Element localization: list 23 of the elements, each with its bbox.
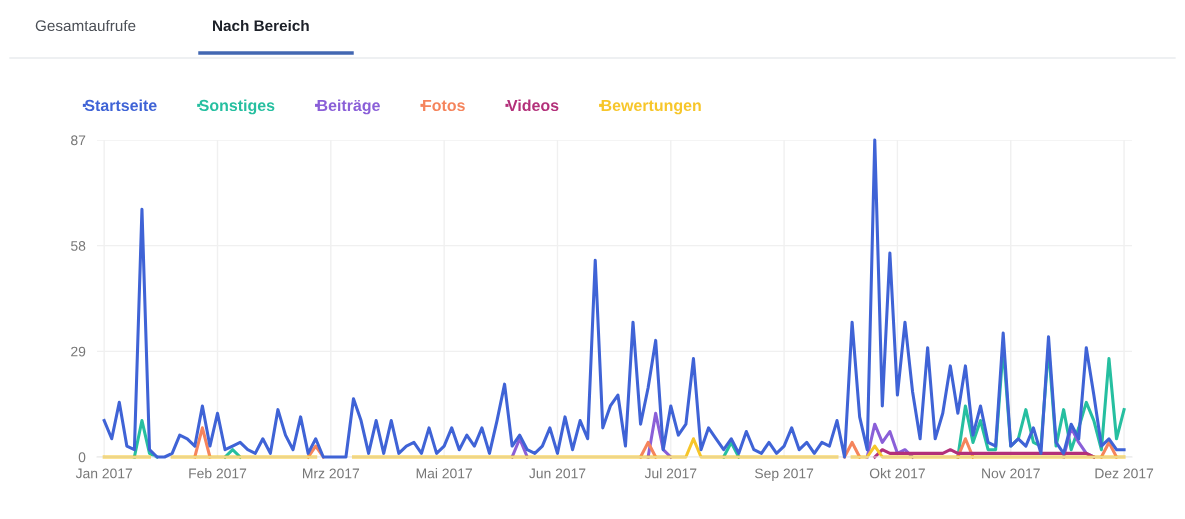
- x-tick-label: Sep 2017: [755, 468, 814, 482]
- y-tick-label: 29: [71, 346, 86, 357]
- legend-label: Beiträge: [317, 99, 380, 115]
- x-tick-label: Feb 2017: [189, 468, 247, 479]
- x-tick-label: Nov 2017: [982, 468, 1040, 479]
- legend-label: Fotos: [423, 99, 465, 112]
- y-tick-label: 87: [71, 135, 86, 146]
- x-tick-label: Mrz 2017: [303, 468, 360, 479]
- x-tick-label: Jul 2017: [644, 468, 697, 479]
- legend-label: Videos: [507, 99, 559, 112]
- x-tick-label: Mai 2017: [416, 468, 473, 479]
- legend-label: Sonstiges: [199, 99, 275, 115]
- x-tick-label: Jun 2017: [529, 468, 586, 479]
- legend-label: Bewertungen: [601, 99, 701, 115]
- line-series: [102, 138, 1126, 459]
- chart-title: Nach Bereich: [213, 19, 309, 32]
- x-tick-label: Jan 2017: [75, 468, 133, 479]
- legend-label: Startseite: [84, 99, 157, 112]
- y-tick-label: 58: [71, 241, 86, 251]
- x-tick-label: Dez 2017: [1095, 468, 1154, 479]
- y-tick-label: 0: [78, 452, 86, 463]
- x-tick-label: Okt 2017: [869, 468, 925, 479]
- text: Gesamtaufrufe: [35, 19, 136, 32]
